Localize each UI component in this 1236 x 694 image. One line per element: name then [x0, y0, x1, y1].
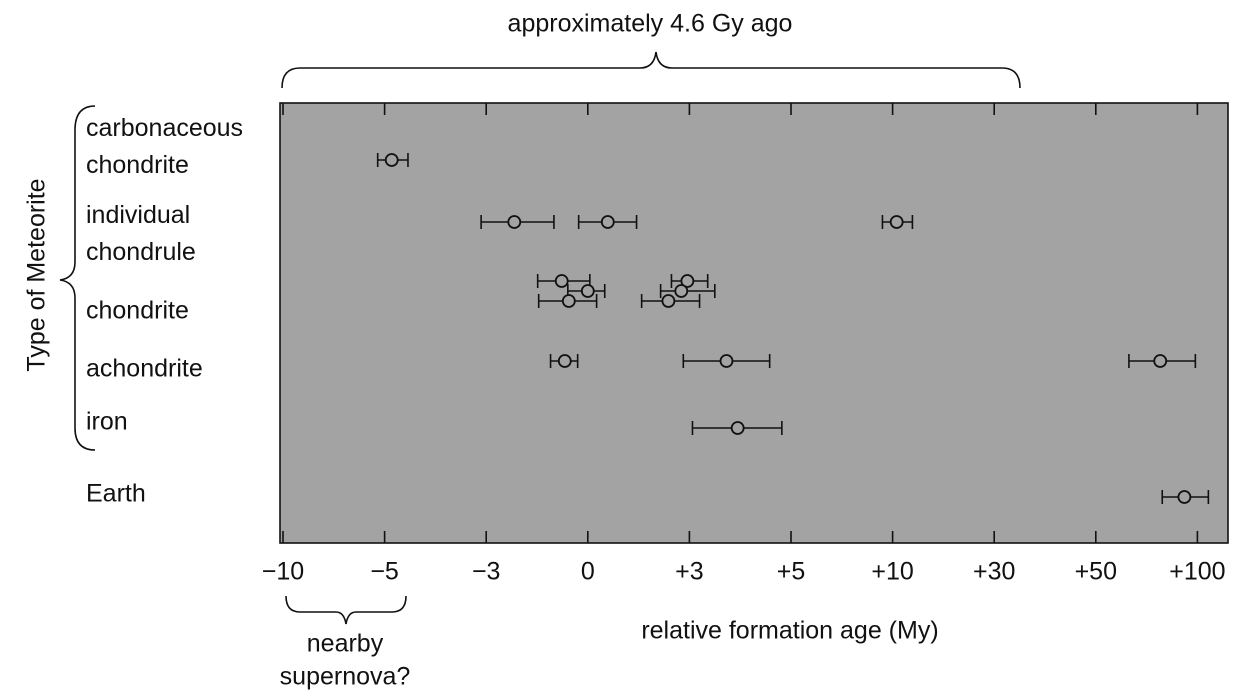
x-tick-label: +50: [1075, 558, 1117, 586]
category-label: achondrite: [86, 355, 203, 383]
data-point: [554, 274, 569, 288]
category-label: chondrite: [86, 151, 189, 179]
category-label: individual: [86, 201, 190, 229]
data-point: [661, 294, 676, 308]
data-point: [1177, 490, 1192, 504]
data-point: [719, 354, 734, 368]
category-label: Earth: [86, 480, 146, 508]
bottom-brace: [285, 595, 407, 625]
x-tick-label: +100: [1169, 558, 1225, 586]
plot-area: [279, 102, 1229, 544]
annotation: nearby: [307, 630, 384, 658]
category-label: carbonaceous: [86, 114, 243, 142]
chart-title: approximately 4.6 Gy ago: [508, 10, 793, 38]
x-tick-label: +5: [777, 558, 806, 586]
data-point: [507, 215, 522, 229]
annotation: supernova?: [280, 663, 411, 691]
category-label: chondrite: [86, 297, 189, 325]
x-tick-label: −3: [472, 558, 501, 586]
data-point: [1153, 354, 1168, 368]
x-axis-title: relative formation age (My): [641, 617, 938, 645]
x-tick-label: −10: [262, 558, 304, 586]
data-point: [680, 274, 695, 288]
x-tick-label: +30: [973, 558, 1015, 586]
x-tick-label: 0: [581, 558, 595, 586]
data-point: [580, 284, 595, 298]
category-label: chondrule: [86, 238, 196, 266]
data-point: [889, 215, 904, 229]
data-point: [384, 153, 399, 167]
top-brace: [281, 51, 1021, 89]
x-tick-label: −5: [370, 558, 399, 586]
y-axis-title: Type of Meteorite: [23, 178, 51, 371]
data-point: [674, 284, 689, 298]
data-point: [561, 294, 576, 308]
category-label: iron: [86, 408, 128, 436]
x-tick-label: +3: [675, 558, 704, 586]
data-point: [600, 215, 615, 229]
data-point: [557, 354, 572, 368]
data-point: [730, 421, 745, 435]
x-tick-label: +10: [871, 558, 913, 586]
left-brace: [59, 105, 96, 451]
